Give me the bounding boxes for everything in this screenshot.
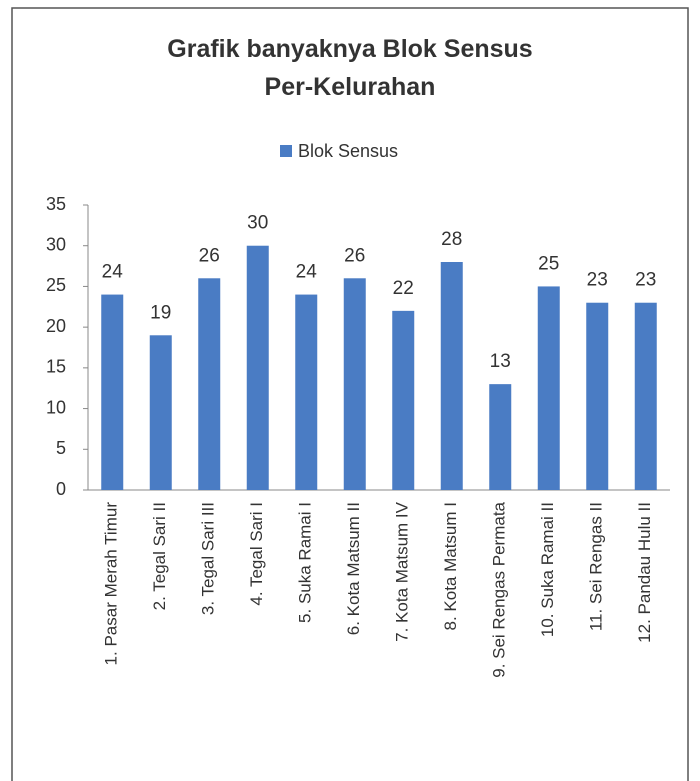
legend-label: Blok Sensus [298, 141, 398, 161]
y-tick-label: 5 [56, 438, 66, 458]
chart-frame [11, 7, 689, 781]
bar [198, 278, 221, 490]
bar [440, 262, 463, 490]
bar [489, 384, 512, 490]
x-tick-label: 8. Kota Matsum I [441, 502, 460, 631]
data-label: 13 [490, 351, 511, 372]
bar [343, 278, 366, 490]
x-tick-label: 7. Kota Matsum IV [393, 501, 412, 641]
y-tick-label: 35 [46, 194, 66, 214]
x-tick-label: 9. Sei Rengas Permata [490, 501, 509, 677]
x-tick-label: 3. Tegal Sari III [199, 502, 218, 615]
y-tick-label: 25 [46, 275, 66, 295]
data-label: 22 [393, 278, 414, 299]
y-tick-label: 30 [46, 234, 66, 254]
data-label: 23 [587, 270, 608, 291]
y-tick-label: 20 [46, 316, 66, 336]
data-label: 25 [538, 253, 559, 274]
x-tick-label: 5. Suka Ramai I [296, 502, 315, 623]
bar [149, 335, 172, 490]
data-label: 26 [344, 245, 365, 266]
chart-title: Grafik banyaknya Blok Sensus Per-Kelurah… [167, 35, 533, 101]
y-tick-label: 15 [46, 357, 66, 377]
bar [392, 310, 415, 490]
bar [586, 302, 609, 490]
x-tick-label: 1. Pasar Merah Timur [102, 502, 121, 666]
x-tick-label: 6. Kota Matsum II [344, 502, 363, 635]
bar [246, 245, 269, 490]
x-tick-label: 2. Tegal Sari II [150, 502, 169, 610]
y-tick-label: 0 [56, 479, 66, 499]
bar [634, 302, 657, 490]
data-label: 30 [247, 213, 268, 234]
y-tick-label: 10 [46, 397, 66, 417]
data-label: 23 [635, 270, 656, 291]
data-label: 24 [102, 262, 124, 283]
data-label: 19 [150, 302, 171, 323]
data-label: 24 [296, 262, 318, 283]
bar [537, 286, 560, 490]
bar [295, 294, 318, 490]
data-label: 28 [441, 229, 462, 250]
x-tick-label: 4. Tegal Sari I [247, 502, 266, 606]
bar [101, 294, 124, 490]
legend-swatch [280, 145, 292, 157]
x-tick-label: 10. Suka Ramai II [538, 502, 557, 637]
x-tick-label: 12. Pandau Hulu II [635, 502, 654, 643]
x-tick-label: 11. Sei Rengas II [587, 502, 606, 631]
data-label: 26 [199, 245, 220, 266]
